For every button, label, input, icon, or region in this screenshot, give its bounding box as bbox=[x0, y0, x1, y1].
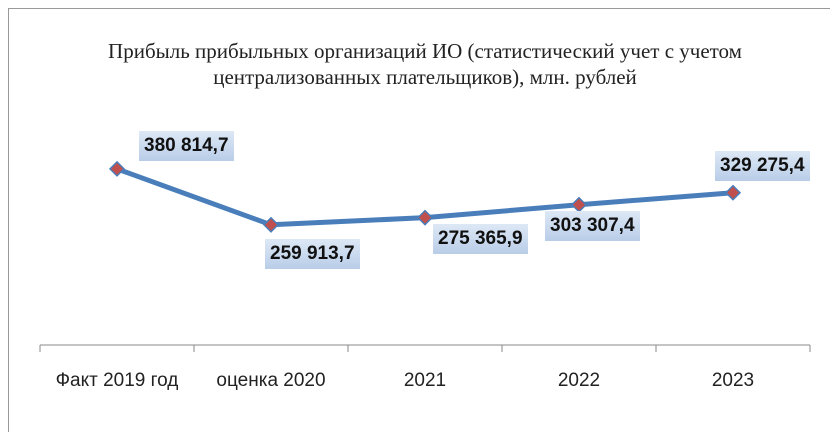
data-label: 303 307,4 bbox=[545, 210, 640, 241]
x-tick-label: 2023 bbox=[711, 370, 755, 391]
chart-title: Прибыль прибыльных организаций ИО (стати… bbox=[108, 39, 742, 89]
x-tick-label: 2022 bbox=[557, 370, 601, 391]
data-label: 329 275,4 bbox=[715, 150, 810, 181]
marker bbox=[262, 216, 280, 233]
x-tick-label: 2021 bbox=[403, 370, 447, 391]
data-label: 380 814,7 bbox=[139, 130, 234, 161]
marker bbox=[724, 184, 742, 201]
x-tick-label: оценка 2020 bbox=[216, 370, 326, 391]
marker bbox=[570, 196, 588, 213]
data-label: 259 913,7 bbox=[265, 238, 360, 269]
data-label: 275 365,9 bbox=[433, 223, 528, 254]
marker bbox=[416, 209, 434, 226]
frame bbox=[8, 8, 830, 432]
x-tick-label: Факт 2019 год bbox=[55, 370, 179, 391]
marker bbox=[108, 160, 126, 177]
